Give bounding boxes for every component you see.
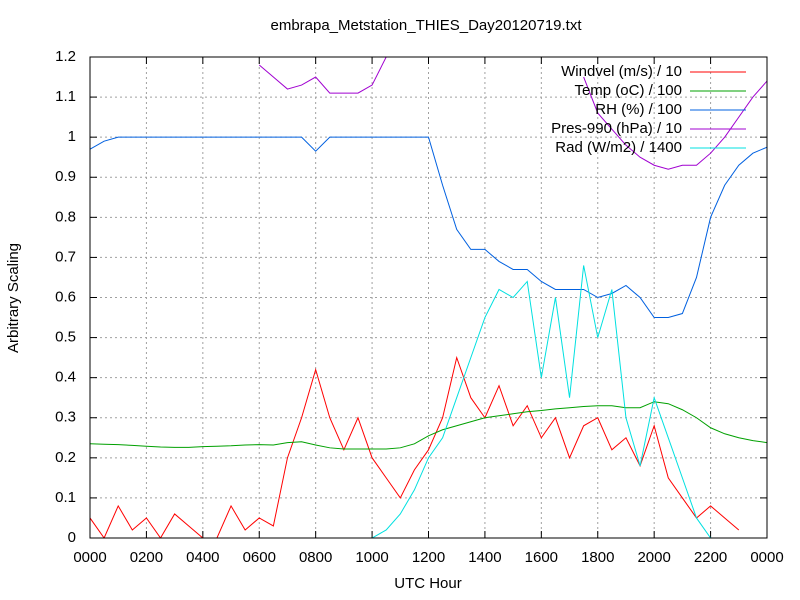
y-tick-label: 0.1 (55, 489, 76, 506)
legend-label: Pres-990 (hPa) / 10 (551, 120, 682, 137)
x-tick-label: 1200 (412, 549, 445, 566)
y-axis-label: Arbitrary Scaling (5, 243, 22, 353)
plot-area (90, 57, 767, 538)
y-tick-label: 0.7 (55, 248, 76, 265)
x-tick-label: 1000 (355, 549, 388, 566)
x-tick-label: 0000 (750, 549, 783, 566)
x-tick-label: 1600 (525, 549, 558, 566)
y-tick-label: 0.2 (55, 449, 76, 466)
y-tick-label: 1.1 (55, 88, 76, 105)
chart-title: embrapa_Metstation_THIES_Day20120719.txt (270, 17, 582, 34)
series-line (258, 57, 387, 94)
y-tick-label: 0.9 (55, 168, 76, 185)
legend-label: Rad (W/m2) / 1400 (555, 139, 682, 156)
x-axis-label: UTC Hour (394, 575, 462, 592)
x-tick-label: 2000 (637, 549, 670, 566)
y-tick-label: 0.6 (55, 288, 76, 305)
y-tick-label: 0.4 (55, 369, 76, 386)
x-tick-label: 0800 (299, 549, 332, 566)
y-tick-label: 0 (68, 529, 76, 546)
plot-border (89, 56, 768, 539)
legend-label: RH (%) / 100 (595, 101, 682, 118)
x-tick-label: 1800 (581, 549, 614, 566)
x-tick-label: 0000 (73, 549, 106, 566)
y-tick-label: 1.2 (55, 48, 76, 65)
y-tick-label: 0.8 (55, 208, 76, 225)
legend-label: Windvel (m/s) / 10 (561, 63, 682, 80)
x-tick-label: 0400 (186, 549, 219, 566)
legend-label: Temp (oC) / 100 (574, 82, 682, 99)
y-tick-label: 1 (68, 128, 76, 145)
series-line (90, 136, 767, 319)
x-tick-label: 1400 (468, 549, 501, 566)
x-tick-label: 0600 (243, 549, 276, 566)
y-tick-label: 0.5 (55, 329, 76, 346)
series-line (371, 265, 711, 538)
x-tick-label: 0200 (130, 549, 163, 566)
series-line (90, 401, 767, 450)
series-line (583, 76, 767, 170)
x-tick-label: 2200 (694, 549, 727, 566)
series-line (90, 355, 740, 538)
y-tick-label: 0.3 (55, 409, 76, 426)
